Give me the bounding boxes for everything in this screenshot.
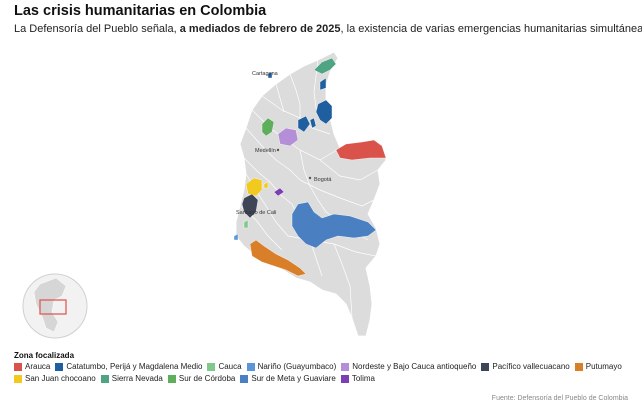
legend-swatch [14,375,22,383]
legend-label: Arauca [25,362,51,371]
legend-swatch [340,375,349,383]
zone-narino [233,233,239,241]
legend-label: Sur de Meta y Guaviare [251,374,336,383]
city-marker-medellin [276,148,280,152]
legend-swatch [167,375,176,383]
locator-globe [22,273,88,339]
city-marker-bogota [308,176,312,180]
subtitle-date: a mediados de febrero de 2025 [179,23,341,35]
legend-label: Nordeste y Bajo Cauca antioqueño [352,362,477,371]
legend-item: Tolima [340,374,375,384]
legend-item: Sur de Córdoba [167,374,236,384]
legend-swatch [100,375,109,383]
legend-item: Sur de Meta y Guaviare [240,374,336,384]
legend-label: Putumayo [585,362,622,371]
city-label-cartagena: Cartagena [252,71,279,77]
legend-swatch [246,363,255,371]
zone-san-juan-chocoano [263,181,269,189]
city-label-medellin: Medellín [255,148,276,154]
zone-cauca [243,219,249,229]
city-label-bogota: Bogotá [314,177,332,183]
legend-item: Sierra Nevada [100,374,163,384]
department-borders [239,59,379,319]
zone-catatumbo [315,99,333,125]
legend-label: Pacífico vallecuacano [492,362,570,371]
zone-pacifico-vallecaucano [241,193,259,219]
source-note: Fuente: Defensoría del Pueblo de Colombi… [491,395,628,402]
legend-swatch [240,375,249,383]
zone-san-juan-chocoano [245,177,263,197]
legend-item: Putumayo [574,362,622,372]
legend-label: Catatumbo, Perijá y Magdalena Medio [66,362,203,371]
legend-item: Nordeste y Bajo Cauca antioqueño [341,362,476,372]
zone-magdalena-medio [309,117,317,129]
legend: Arauca Catatumbo, Perijá y Magdalena Medi… [14,362,629,384]
chart-title: Las crisis humanitarias en Colombia [14,3,267,19]
city-label-santiago-de-cali: Santiago de Cali [236,210,276,216]
zone-catatumbo [319,77,327,91]
legend-label: Tolima [351,374,375,383]
subtitle-rest: , la existencia de varias emergencias hu… [340,23,642,35]
legend-swatch [481,363,490,371]
legend-label: Sierra Nevada [111,374,163,383]
zone-sur-de-cordoba [261,117,275,137]
zone-putumayo [249,239,307,277]
zone-sur-de-meta-guaviare [291,201,377,249]
legend-swatch [14,363,22,371]
legend-item: Pacífico vallecuacano [481,362,570,372]
zone-magdalena-medio [297,115,311,133]
legend-item: Catatumbo, Perijá y Magdalena Medio [55,362,202,372]
zone-tolima [273,187,285,197]
legend-item: Cauca [207,362,242,372]
legend-swatch [207,363,216,371]
subtitle-intro: La Defensoría del Pueblo señala, [14,23,180,35]
legend-item: San Juan chocoano [14,374,96,384]
chart-subtitle: La Defensoría del Pueblo señala, a media… [14,23,642,35]
legend-label: San Juan chocoano [25,374,96,383]
legend-title: Zona focalizada [14,351,75,360]
zone-catatumbo [267,71,273,79]
locator-frame [39,299,67,315]
legend-item: Nariño (Guayumbaco) [246,362,337,372]
zone-sierra-nevada [313,57,337,75]
legend-label: Nariño (Guayumbaco) [257,362,337,371]
legend-swatch [574,363,583,371]
zone-nordeste-bajo-cauca [277,127,299,147]
legend-label: Sur de Córdoba [178,374,236,383]
legend-item: Arauca [14,362,50,372]
legend-swatch [55,363,64,371]
zone-arauca [335,139,387,161]
legend-label: Cauca [218,362,242,371]
legend-swatch [341,363,350,371]
